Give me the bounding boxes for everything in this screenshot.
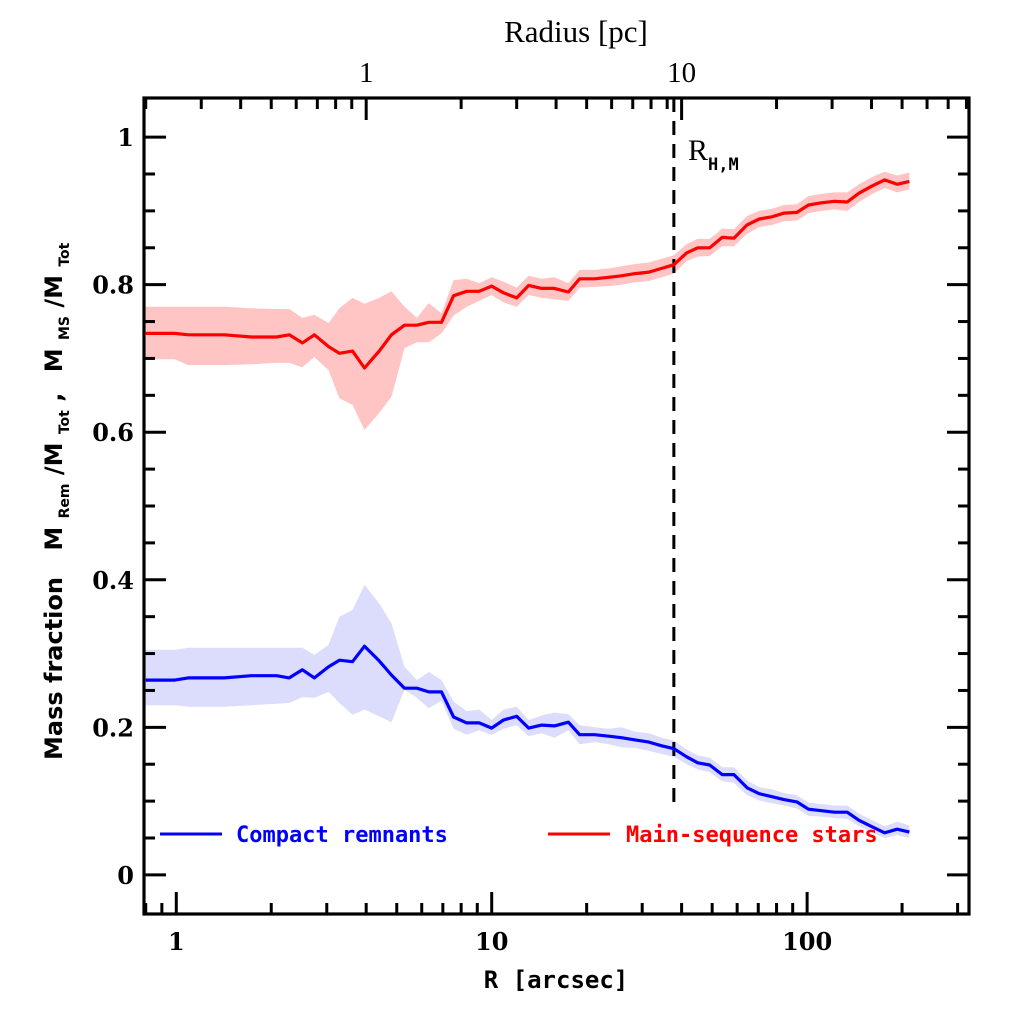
line-main-sequence-stars [145,178,910,370]
y-tick-labels: 0 0.2 0.4 0.6 0.8 1 [92,123,134,890]
y-tick-label: 0.8 [92,271,134,300]
legend-label-compact-remnants: Compact remnants [236,823,448,848]
vline-label-sub: H,M [708,155,739,175]
x-axis-title: R [arcsec] [484,966,629,994]
legend: Compact remnants Main-sequence stars [160,823,878,848]
axis-ticks [144,98,969,914]
top-tick-labels: 1 10 [359,57,696,89]
band-main-sequence-stars [145,171,910,431]
y-tick-label: 0.4 [92,566,134,595]
plot-frame [142,96,971,916]
ylabel-slash1: /M [40,443,68,476]
x-tick-label: 10 [475,927,508,956]
svg-text:Mass fraction M Re: Mass fraction M Rem /M Tot , M MS /M Tot [40,242,75,760]
ylabel-prefix: Mass fraction [40,577,68,760]
ylabel-s4: Tot [57,242,73,266]
x-tick-label: 1 [168,927,185,956]
y-tick-label: 0 [117,861,134,890]
ylabel-comma: , [40,393,68,402]
y-tick-label: 0.6 [92,418,134,447]
series-lines [145,178,910,835]
x-tick-labels: 1 10 100 [168,927,832,956]
y-axis-title: Mass fraction M Rem /M Tot , M MS /M Tot [40,242,75,760]
x-tick-label: 100 [782,927,832,956]
line-compact-remnants [145,644,910,835]
vline-label-main: R [688,134,708,167]
y-tick-label: 1 [117,123,134,152]
vline-label: R H,M [688,134,739,175]
top-axis-title: Radius [pc] [504,14,648,49]
top-tick-label: 10 [667,57,696,89]
confidence-bands [145,171,910,838]
top-tick-label: 1 [359,57,374,89]
ylabel-m2: M [40,348,68,372]
ylabel-m1: M [40,527,68,551]
band-compact-remnants [145,584,910,838]
ylabel-s2: Tot [57,410,73,434]
y-tick-label: 0.2 [92,713,134,742]
legend-label-main-sequence-stars: Main-sequence stars [626,823,878,848]
ylabel-slash2: /M [40,275,68,308]
ylabel-s1: Rem [57,484,73,519]
ylabel-s3: MS [57,316,73,340]
